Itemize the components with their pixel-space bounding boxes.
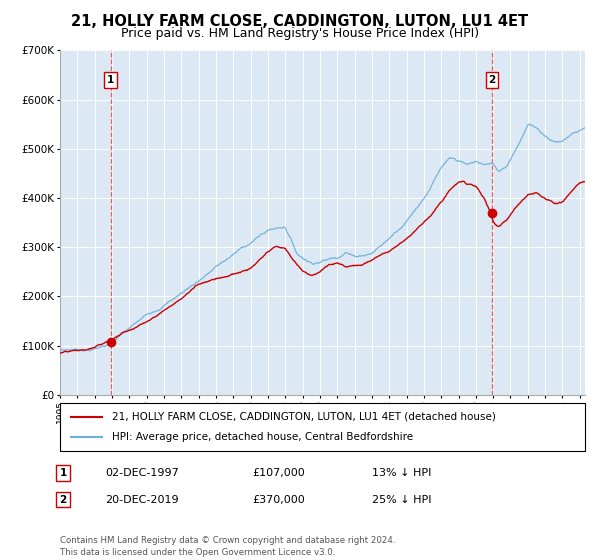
Text: 2: 2	[59, 494, 67, 505]
Text: 02-DEC-1997: 02-DEC-1997	[105, 468, 179, 478]
FancyBboxPatch shape	[60, 403, 585, 451]
Text: 13% ↓ HPI: 13% ↓ HPI	[372, 468, 431, 478]
Text: 1: 1	[59, 468, 67, 478]
Text: 21, HOLLY FARM CLOSE, CADDINGTON, LUTON, LU1 4ET (detached house): 21, HOLLY FARM CLOSE, CADDINGTON, LUTON,…	[113, 412, 496, 422]
Text: 2: 2	[488, 75, 496, 85]
Text: 1: 1	[107, 75, 114, 85]
Text: £107,000: £107,000	[252, 468, 305, 478]
Text: 21, HOLLY FARM CLOSE, CADDINGTON, LUTON, LU1 4ET: 21, HOLLY FARM CLOSE, CADDINGTON, LUTON,…	[71, 14, 529, 29]
Text: HPI: Average price, detached house, Central Bedfordshire: HPI: Average price, detached house, Cent…	[113, 432, 413, 442]
Text: 20-DEC-2019: 20-DEC-2019	[105, 494, 179, 505]
Text: Contains HM Land Registry data © Crown copyright and database right 2024.
This d: Contains HM Land Registry data © Crown c…	[60, 536, 395, 557]
Text: 25% ↓ HPI: 25% ↓ HPI	[372, 494, 431, 505]
Text: £370,000: £370,000	[252, 494, 305, 505]
Text: Price paid vs. HM Land Registry's House Price Index (HPI): Price paid vs. HM Land Registry's House …	[121, 27, 479, 40]
